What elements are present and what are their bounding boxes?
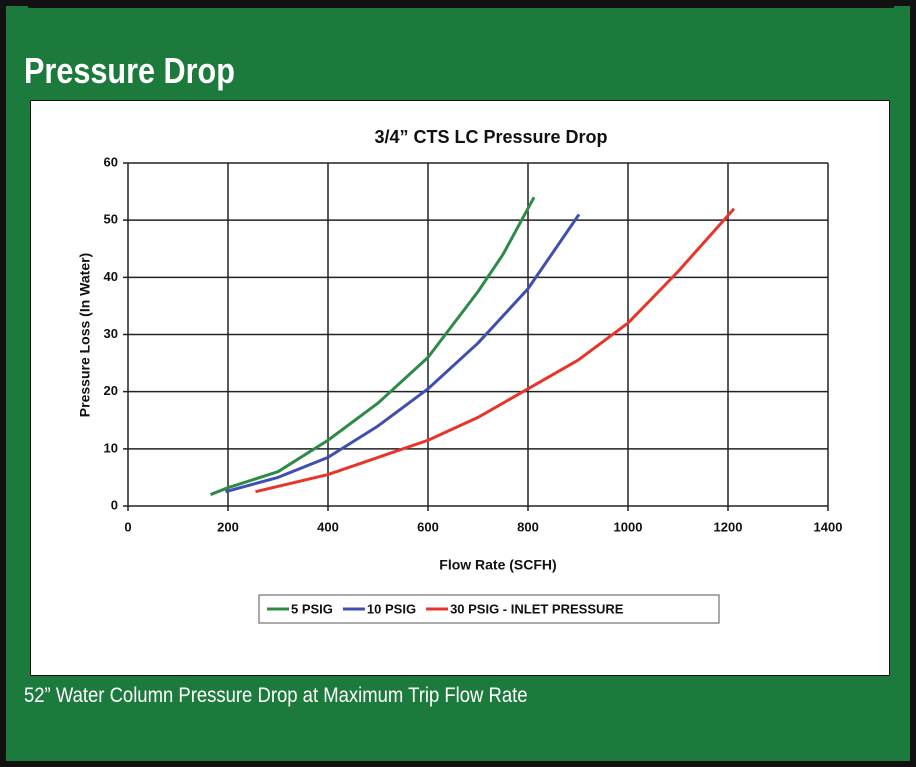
x-tick-label: 800 xyxy=(517,519,539,534)
legend-box xyxy=(258,594,720,624)
x-tick-label: 200 xyxy=(217,519,239,534)
x-tick-label: 0 xyxy=(124,519,131,534)
y-tick-label: 60 xyxy=(104,154,118,169)
x-axis-label: Flow Rate (SCFH) xyxy=(439,557,556,573)
y-tick-label: 40 xyxy=(104,269,118,284)
caption: 52” Water Column Pressure Drop at Maximu… xyxy=(24,684,528,707)
y-tick-label: 0 xyxy=(111,497,118,512)
legend-label: 5 PSIG xyxy=(291,601,333,616)
y-tick-label: 20 xyxy=(104,383,118,398)
top-bar xyxy=(28,0,894,8)
data-line xyxy=(209,196,536,496)
legend-label: 10 PSIG xyxy=(367,601,416,616)
chart: 3/4” CTS LC Pressure Drop Flow Rate (SCF… xyxy=(30,100,890,676)
x-tick-label: 400 xyxy=(317,519,339,534)
x-tick-label: 1400 xyxy=(814,519,843,534)
y-tick-label: 10 xyxy=(104,440,118,455)
y-tick-label: 30 xyxy=(104,326,118,341)
x-tick-label: 1000 xyxy=(614,519,643,534)
chart-title: 3/4” CTS LC Pressure Drop xyxy=(374,127,607,147)
x-tick-label: 600 xyxy=(417,519,439,534)
x-tick-label: 1200 xyxy=(714,519,743,534)
data-line xyxy=(255,207,736,494)
data-line xyxy=(225,213,581,494)
y-axis-label: Pressure Loss (In Water) xyxy=(77,253,93,417)
y-tick-label: 50 xyxy=(104,212,118,227)
section-heading: Pressure Drop xyxy=(24,50,235,91)
legend-label: 30 PSIG - INLET PRESSURE xyxy=(450,601,624,616)
